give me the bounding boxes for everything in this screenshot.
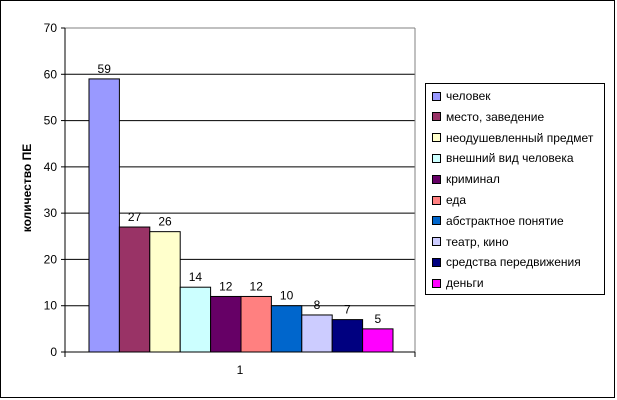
legend-item: абстрактное понятие bbox=[432, 211, 564, 231]
legend-swatch bbox=[432, 153, 441, 163]
y-tick-label: 20 bbox=[44, 252, 58, 266]
data-label: 8 bbox=[314, 298, 321, 312]
y-tick-label: 50 bbox=[44, 114, 58, 128]
legend-label: криминал bbox=[446, 172, 500, 187]
bar[interactable] bbox=[118, 226, 151, 353]
legend-label: еда bbox=[446, 193, 467, 207]
legend-label: неодушевленный предмет bbox=[446, 130, 594, 145]
y-tick-label: 60 bbox=[44, 67, 58, 81]
data-label: 26 bbox=[158, 215, 172, 229]
data-label: 14 bbox=[189, 270, 203, 284]
legend-swatch bbox=[432, 174, 441, 184]
legend-label: место, заведение bbox=[446, 109, 545, 124]
legend-label: театр, кино bbox=[446, 234, 509, 249]
legend-item: внешний вид человека bbox=[432, 148, 574, 168]
bar[interactable] bbox=[270, 305, 303, 353]
bar[interactable] bbox=[331, 319, 364, 353]
legend-label: деньги bbox=[446, 276, 484, 291]
y-tick-label: 0 bbox=[50, 345, 57, 359]
bar[interactable] bbox=[149, 231, 181, 353]
legend-swatch bbox=[432, 91, 441, 101]
data-label: 27 bbox=[128, 210, 142, 224]
legend-item: еда bbox=[432, 190, 466, 210]
legend-swatch bbox=[432, 237, 441, 247]
legend-swatch bbox=[432, 112, 441, 122]
legend-item: неодушевленный предмет bbox=[432, 128, 593, 148]
legend-item: средства передвижения bbox=[432, 252, 581, 272]
legend-swatch bbox=[432, 133, 441, 143]
legend-item: театр, кино bbox=[432, 232, 509, 252]
legend-label: внешний вид человека bbox=[446, 151, 574, 166]
legend-swatch bbox=[432, 195, 441, 205]
bar[interactable] bbox=[240, 295, 272, 353]
y-tick-label: 30 bbox=[44, 206, 58, 220]
bar[interactable] bbox=[210, 295, 242, 353]
y-tick-label: 10 bbox=[44, 299, 58, 313]
legend-swatch bbox=[432, 257, 441, 267]
legend-item: место, заведение bbox=[432, 107, 544, 127]
legend-item: деньги bbox=[432, 273, 484, 293]
data-label: 5 bbox=[374, 312, 381, 326]
bar[interactable] bbox=[301, 314, 333, 353]
legend-label: средства передвижения bbox=[446, 255, 581, 270]
data-label: 10 bbox=[280, 289, 294, 303]
data-label: 7 bbox=[344, 303, 351, 317]
y-axis-title: количество ПЕ bbox=[20, 143, 34, 233]
y-tick-label: 70 bbox=[44, 21, 58, 35]
y-tick-label: 40 bbox=[44, 160, 58, 174]
legend-swatch bbox=[432, 278, 441, 288]
legend-label: абстрактное понятие bbox=[446, 213, 564, 228]
x-tick-label: 1 bbox=[237, 363, 244, 377]
legend-item: человек bbox=[432, 86, 491, 106]
data-label: 12 bbox=[219, 279, 233, 293]
legend-item: криминал bbox=[432, 169, 500, 189]
legend-swatch bbox=[432, 216, 441, 226]
bar[interactable] bbox=[88, 78, 120, 353]
data-label: 12 bbox=[250, 279, 264, 293]
legend: человек место, заведение неодушевленный пр… bbox=[425, 83, 605, 295]
bar[interactable] bbox=[362, 328, 394, 353]
data-label: 59 bbox=[98, 62, 112, 76]
bar[interactable] bbox=[179, 286, 212, 353]
legend-label: человек bbox=[446, 89, 491, 103]
